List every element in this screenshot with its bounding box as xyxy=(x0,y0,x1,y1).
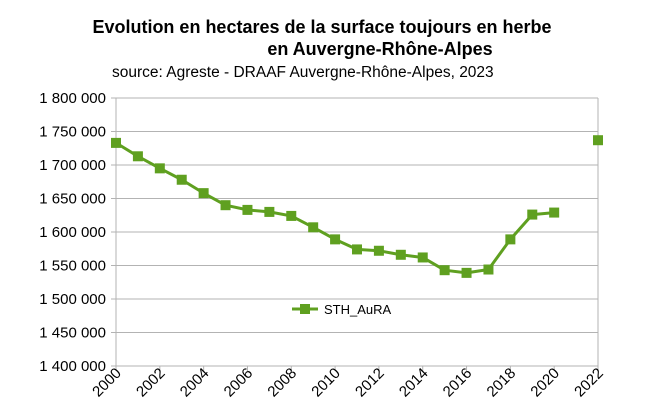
data-point xyxy=(417,252,428,263)
gridlines xyxy=(111,97,598,367)
data-point xyxy=(308,222,319,233)
data-point xyxy=(220,200,231,211)
y-tick-label: 1 600 000 xyxy=(39,224,106,241)
x-tick-label: 2020 xyxy=(527,365,563,401)
data-point xyxy=(505,234,516,245)
y-tick-label: 1 800 000 xyxy=(39,90,106,107)
data-point xyxy=(111,137,121,148)
data-point xyxy=(549,207,560,218)
data-point xyxy=(154,163,165,174)
y-tick-label: 1 650 000 xyxy=(39,191,106,208)
data-point xyxy=(286,210,297,221)
chart-title: Evolution en hectares de la surface touj… xyxy=(0,16,648,60)
data-point xyxy=(373,245,384,256)
series-line xyxy=(115,141,555,275)
data-point xyxy=(330,234,341,245)
x-tick-label: 2010 xyxy=(308,365,344,401)
series-sth-aura xyxy=(111,135,603,278)
x-axis-tick-labels: 2000 2002 2004 2006 2008 2010 2012 2014 2016 2018… xyxy=(89,365,607,401)
y-tick-label: 1 450 000 xyxy=(39,325,106,342)
x-tick-label: 2002 xyxy=(133,365,169,401)
data-point xyxy=(264,206,275,217)
axes xyxy=(115,98,599,371)
data-point xyxy=(439,265,450,276)
x-tick-label: 2022 xyxy=(571,365,607,401)
data-point xyxy=(198,188,209,199)
y-tick-label: 1 550 000 xyxy=(39,258,106,275)
chart-source: source: Agreste - DRAAF Auvergne-Rhône-A… xyxy=(112,64,494,81)
y-tick-label: 1 700 000 xyxy=(39,157,106,174)
x-tick-label: 2014 xyxy=(396,365,432,401)
data-point xyxy=(527,209,538,220)
x-tick-label: 2006 xyxy=(221,365,257,401)
data-point xyxy=(483,264,494,275)
y-tick-label: 1 500 000 xyxy=(39,291,106,308)
x-tick-label: 2016 xyxy=(440,365,476,401)
x-tick-label: 2018 xyxy=(484,365,520,401)
data-point xyxy=(352,244,362,255)
x-tick-label: 2012 xyxy=(352,365,388,401)
legend: STH_AuRA xyxy=(292,302,392,317)
data-point xyxy=(176,174,187,185)
x-tick-label: 2008 xyxy=(264,365,300,401)
data-point xyxy=(593,135,603,146)
y-tick-label: 1 750 000 xyxy=(39,124,106,141)
legend-label-sth-aura: STH_AuRA xyxy=(324,302,392,317)
legend-marker-swatch xyxy=(300,304,310,314)
chart-title-line-2: en Auvergne-Rhône-Alpes xyxy=(267,39,493,59)
data-point xyxy=(242,204,253,215)
data-point xyxy=(132,151,143,162)
chart-title-line-1: Evolution en hectares de la surface touj… xyxy=(92,17,552,37)
y-tick-label: 1 400 000 xyxy=(39,358,106,375)
x-tick-label: 2004 xyxy=(177,365,213,401)
y-axis-tick-labels: 1 400 000 1 450 000 1 500 000 1 550 000 1 60… xyxy=(39,90,106,375)
data-point xyxy=(461,267,472,278)
data-point xyxy=(395,249,406,260)
